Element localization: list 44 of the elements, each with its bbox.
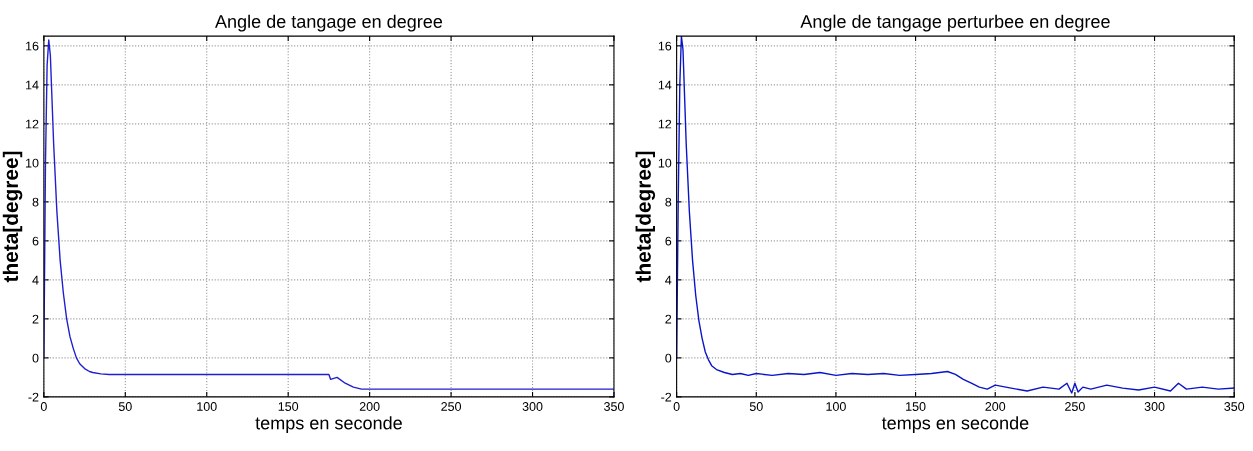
y-tick-label: 12 <box>26 119 39 129</box>
x-axis-title: temps en seconde <box>881 416 1029 433</box>
y-tick-label: 16 <box>658 41 672 51</box>
line-series <box>43 39 614 390</box>
y-tick-label: 14 <box>26 80 39 90</box>
y-tick-label: -2 <box>661 392 672 402</box>
y-tick-label: 8 <box>665 197 672 207</box>
x-tick-label: 350 <box>604 402 624 411</box>
chart-title: Angle de tangage perturbee en degree <box>800 14 1110 32</box>
x-axis-title: temps en seconde <box>255 416 402 433</box>
y-axis-title: theta[degree] <box>635 151 656 283</box>
line-series <box>676 36 1235 394</box>
y-tick-label: 6 <box>32 236 39 246</box>
x-tick-label: 300 <box>1144 402 1165 411</box>
x-tick-label: 150 <box>906 402 926 411</box>
x-tick-label: 250 <box>1065 402 1085 411</box>
y-tick-label: 4 <box>32 275 39 285</box>
y-tick-label: 0 <box>32 353 39 363</box>
x-tick-label: 0 <box>40 402 47 411</box>
y-tick-label: 10 <box>26 158 39 168</box>
y-tick-label: 6 <box>665 236 672 246</box>
y-axis-title: theta[degree] <box>2 151 23 283</box>
x-tick-label: 200 <box>359 402 380 411</box>
y-tick-label: -2 <box>28 392 39 402</box>
x-tick-label: 0 <box>673 402 680 411</box>
x-tick-label: 100 <box>826 402 846 411</box>
y-tick-label: 10 <box>658 158 672 168</box>
y-tick-label: 0 <box>665 353 672 363</box>
x-tick-label: 350 <box>1224 402 1245 411</box>
x-tick-label: 100 <box>197 402 217 411</box>
x-tick-label: 200 <box>985 402 1006 411</box>
y-tick-label: 14 <box>658 80 672 90</box>
x-tick-label: 150 <box>278 402 299 411</box>
y-tick-label: 12 <box>658 119 672 129</box>
y-tick-label: 2 <box>32 314 39 324</box>
x-tick-label: 50 <box>118 402 132 411</box>
y-tick-label: 16 <box>26 41 39 51</box>
y-tick-label: 4 <box>665 275 672 285</box>
x-tick-label: 300 <box>522 402 543 411</box>
y-tick-label: 2 <box>665 314 672 324</box>
x-tick-label: 250 <box>441 402 462 411</box>
y-tick-label: 8 <box>32 197 39 207</box>
chart-title: Angle de tangage en degree <box>215 14 443 32</box>
x-tick-label: 50 <box>749 402 763 411</box>
